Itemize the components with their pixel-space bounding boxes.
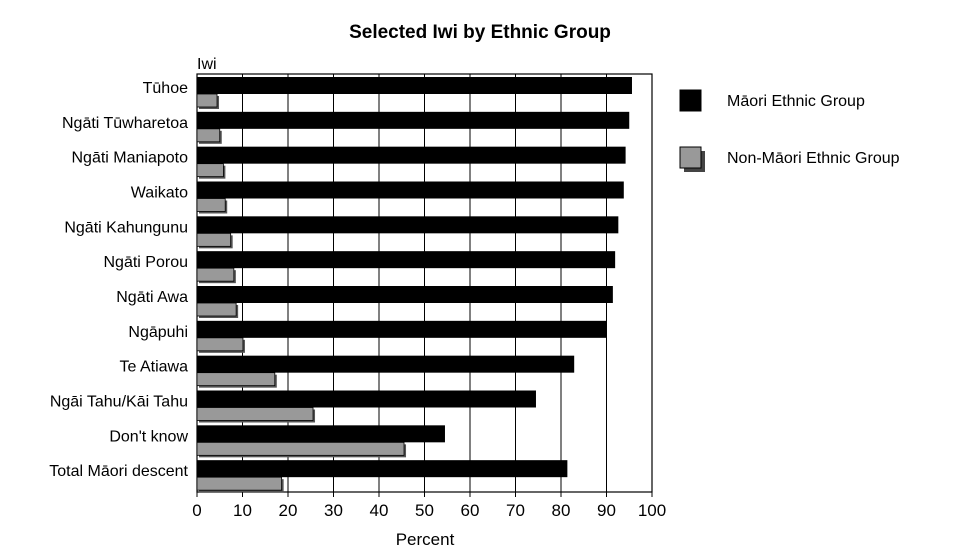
x-tick-label: 30: [324, 501, 343, 520]
category-label: Ngāti Tūwharetoa: [62, 115, 188, 132]
bar-maori: [197, 355, 575, 373]
category-label: Te Atiawa: [120, 359, 189, 376]
gridlines: [196, 73, 653, 497]
bar-maori: [197, 425, 445, 443]
bar-non-maori: [196, 337, 244, 352]
x-tick-label: 80: [552, 501, 571, 520]
category-label: Ngāi Tahu/Kāi Tahu: [50, 394, 188, 411]
category-axis-label: Iwi: [197, 56, 217, 73]
chart-title: Selected Iwi by Ethnic Group: [349, 22, 611, 43]
bar-non-maori: [196, 232, 232, 247]
x-tick-label: 10: [233, 501, 252, 520]
legend-label-maori: Māori Ethnic Group: [727, 93, 865, 110]
legend-swatch-maori: [679, 89, 702, 112]
bar-maori: [197, 251, 616, 269]
x-tick-label: 90: [597, 501, 616, 520]
bar-non-maori: [196, 441, 405, 456]
x-tick-label: 60: [461, 501, 480, 520]
bar-maori: [197, 181, 624, 199]
x-tick-label: 100: [638, 501, 666, 520]
x-tick-label: 50: [415, 501, 434, 520]
legend: Māori Ethnic Group Non-Māori Ethnic Grou…: [679, 89, 900, 172]
bar-maori: [197, 77, 632, 94]
bar-maori: [197, 146, 626, 164]
x-tick-label: 20: [279, 501, 298, 520]
x-tick-label: 70: [506, 501, 525, 520]
category-label: Ngāti Maniapoto: [71, 150, 188, 167]
category-label: Ngāti Kahungunu: [64, 219, 188, 236]
bar-non-maori: [196, 407, 314, 421]
bar-non-maori: [196, 93, 218, 108]
category-label: Ngāti Awa: [116, 289, 188, 306]
category-label: Tūhoe: [143, 80, 188, 97]
category-label: Ngāti Porou: [104, 254, 189, 271]
bar-non-maori: [196, 267, 235, 282]
x-tick-label: 0: [192, 501, 201, 520]
x-tick-label: 40: [370, 501, 389, 520]
bar-non-maori: [196, 163, 224, 178]
bar-non-maori: [196, 302, 237, 317]
category-labels: Tūhoe Ngāti Tūwharetoa Ngāti Maniapoto Waik…: [49, 80, 188, 480]
x-tick-labels: 0 10 20 30 40 50 60 70 80 90 100: [192, 501, 666, 520]
bars: [196, 77, 632, 493]
bar-maori: [197, 111, 630, 129]
bar-non-maori: [196, 198, 226, 212]
bar-maori: [197, 390, 536, 408]
bar-maori: [197, 216, 619, 234]
legend-swatch-non-maori: [679, 146, 702, 169]
bar-non-maori: [196, 476, 283, 491]
bar-non-maori: [196, 128, 221, 143]
bar-maori: [197, 286, 613, 303]
bar-maori: [197, 320, 607, 338]
category-label: Waikato: [131, 185, 188, 202]
bar-non-maori: [196, 372, 276, 387]
bar-maori: [197, 460, 568, 478]
category-label: Ngāpuhi: [128, 324, 188, 341]
category-label: Don't know: [109, 428, 188, 445]
category-label: Total Māori descent: [49, 463, 188, 480]
legend-label-non-maori: Non-Māori Ethnic Group: [727, 150, 900, 167]
x-axis-label: Percent: [396, 530, 455, 549]
